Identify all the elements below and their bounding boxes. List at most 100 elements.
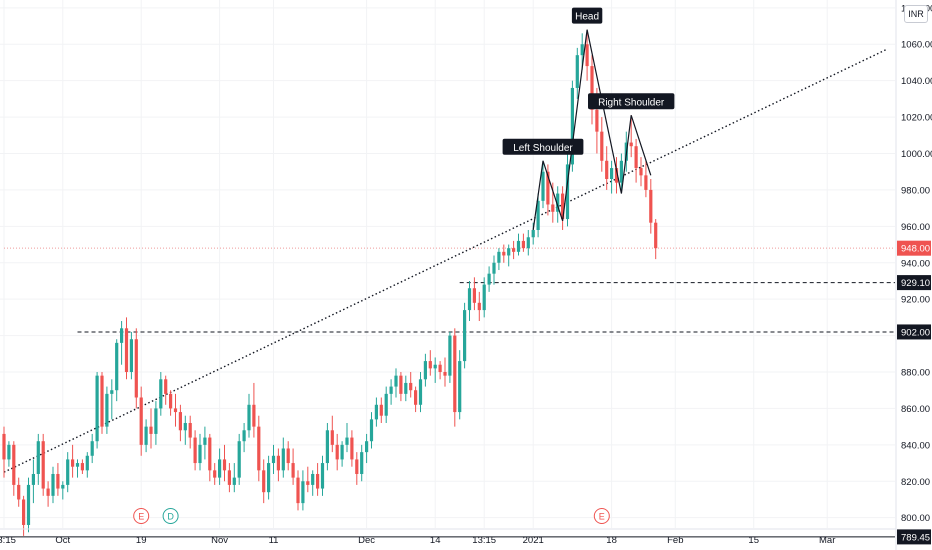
time-tick-label: 15 — [748, 535, 759, 546]
candle-body — [22, 499, 26, 525]
candle-body — [502, 251, 506, 256]
candle-body — [71, 459, 75, 467]
candle-body — [247, 404, 251, 431]
candle-body — [271, 455, 276, 464]
candle-body — [379, 404, 383, 416]
time-tick-label: 19 — [136, 535, 147, 546]
event-marker-letter: D — [167, 512, 174, 522]
price-tick-label: 960.00 — [901, 222, 930, 233]
event-marker — [133, 508, 150, 524]
time-tick-label: Oct — [55, 535, 70, 546]
candle-body — [610, 168, 614, 179]
candle-body — [497, 251, 501, 263]
candle-body — [634, 146, 638, 169]
candle-body — [75, 463, 80, 467]
price-tick-label: 1000.00 — [901, 149, 932, 160]
candle-body — [639, 168, 643, 176]
price-tick-label: 880.00 — [901, 368, 930, 379]
candle-body — [619, 160, 623, 183]
pattern-label: Left Shoulder — [513, 143, 573, 154]
trendline — [3, 49, 887, 473]
candle-body — [541, 171, 545, 201]
candle-body — [521, 240, 525, 249]
candle-body — [66, 459, 70, 485]
candle-body — [629, 142, 633, 147]
candle-body — [512, 248, 516, 252]
candle-body — [26, 484, 31, 525]
candle-body — [41, 441, 45, 489]
candle-body — [355, 459, 359, 474]
candle-body — [2, 433, 6, 460]
price-tick-label: 860.00 — [901, 404, 930, 415]
candle-body — [183, 422, 187, 431]
pattern-label-box — [588, 93, 675, 110]
candle-body — [286, 448, 290, 464]
candle-body — [178, 412, 182, 431]
candle-body — [120, 328, 124, 343]
candle-body — [433, 364, 437, 369]
candle-body — [526, 237, 530, 249]
price-tag-box — [897, 324, 931, 340]
candle-body — [340, 444, 344, 460]
candle-body — [614, 168, 619, 183]
candle-body — [188, 422, 192, 438]
candle-body — [477, 302, 481, 311]
time-tick-label: 13:15 — [472, 535, 496, 546]
candle-body — [17, 484, 21, 500]
pattern-line — [532, 29, 652, 231]
candle-body — [531, 229, 535, 238]
event-marker — [162, 508, 179, 524]
candle-body — [325, 430, 329, 464]
event-marker — [593, 508, 610, 524]
candle-body — [306, 481, 310, 485]
candle-body — [203, 437, 207, 445]
candle-body — [232, 477, 236, 485]
candle-body — [169, 393, 173, 409]
time-tick-label: 2021 — [523, 535, 544, 546]
candle-body — [330, 430, 334, 445]
candle-body — [222, 459, 227, 471]
candle-body — [164, 379, 168, 394]
candle-body — [575, 55, 579, 88]
candle-body — [267, 463, 271, 493]
price-tick-label: 1020.00 — [901, 113, 932, 124]
candle-body — [345, 437, 349, 445]
price-tick-label: 980.00 — [901, 185, 930, 196]
candle-body — [105, 393, 109, 427]
price-tag-label: 789.45 — [901, 532, 930, 543]
candle-body — [418, 379, 423, 405]
candle-body — [335, 444, 339, 460]
candle-body — [56, 473, 60, 489]
pattern-label-box — [502, 138, 584, 155]
price-tick-label: 920.00 — [901, 295, 930, 306]
price-tick-label: 940.00 — [901, 258, 930, 269]
candle-body — [654, 222, 658, 249]
candle-body — [213, 470, 217, 478]
candle-body — [453, 335, 457, 413]
candle-body — [350, 437, 354, 460]
candle-body — [129, 339, 133, 373]
candle-body — [242, 430, 246, 442]
candle-body — [536, 200, 540, 230]
candle-body — [281, 448, 285, 471]
candle-body — [428, 361, 432, 369]
candle-body — [570, 87, 574, 165]
candle-body — [369, 419, 374, 442]
candle-body — [404, 382, 408, 394]
price-tick-label: 840.00 — [901, 440, 930, 451]
candle-body — [580, 44, 584, 56]
head-and-shoulders-pattern: Left Shoulder Head Right Shoulder — [502, 7, 675, 231]
pattern-label-box — [571, 7, 603, 24]
candle-body — [551, 204, 555, 212]
horizontal-levels — [0, 247, 895, 538]
event-marker-letter: E — [138, 512, 144, 522]
candle-body — [546, 171, 550, 205]
time-tick-label: 11 — [269, 535, 279, 546]
candle-body — [95, 375, 99, 442]
candle-body — [590, 66, 594, 110]
candle-body — [374, 404, 378, 420]
candle-body — [139, 397, 143, 445]
candle-body — [193, 437, 197, 464]
